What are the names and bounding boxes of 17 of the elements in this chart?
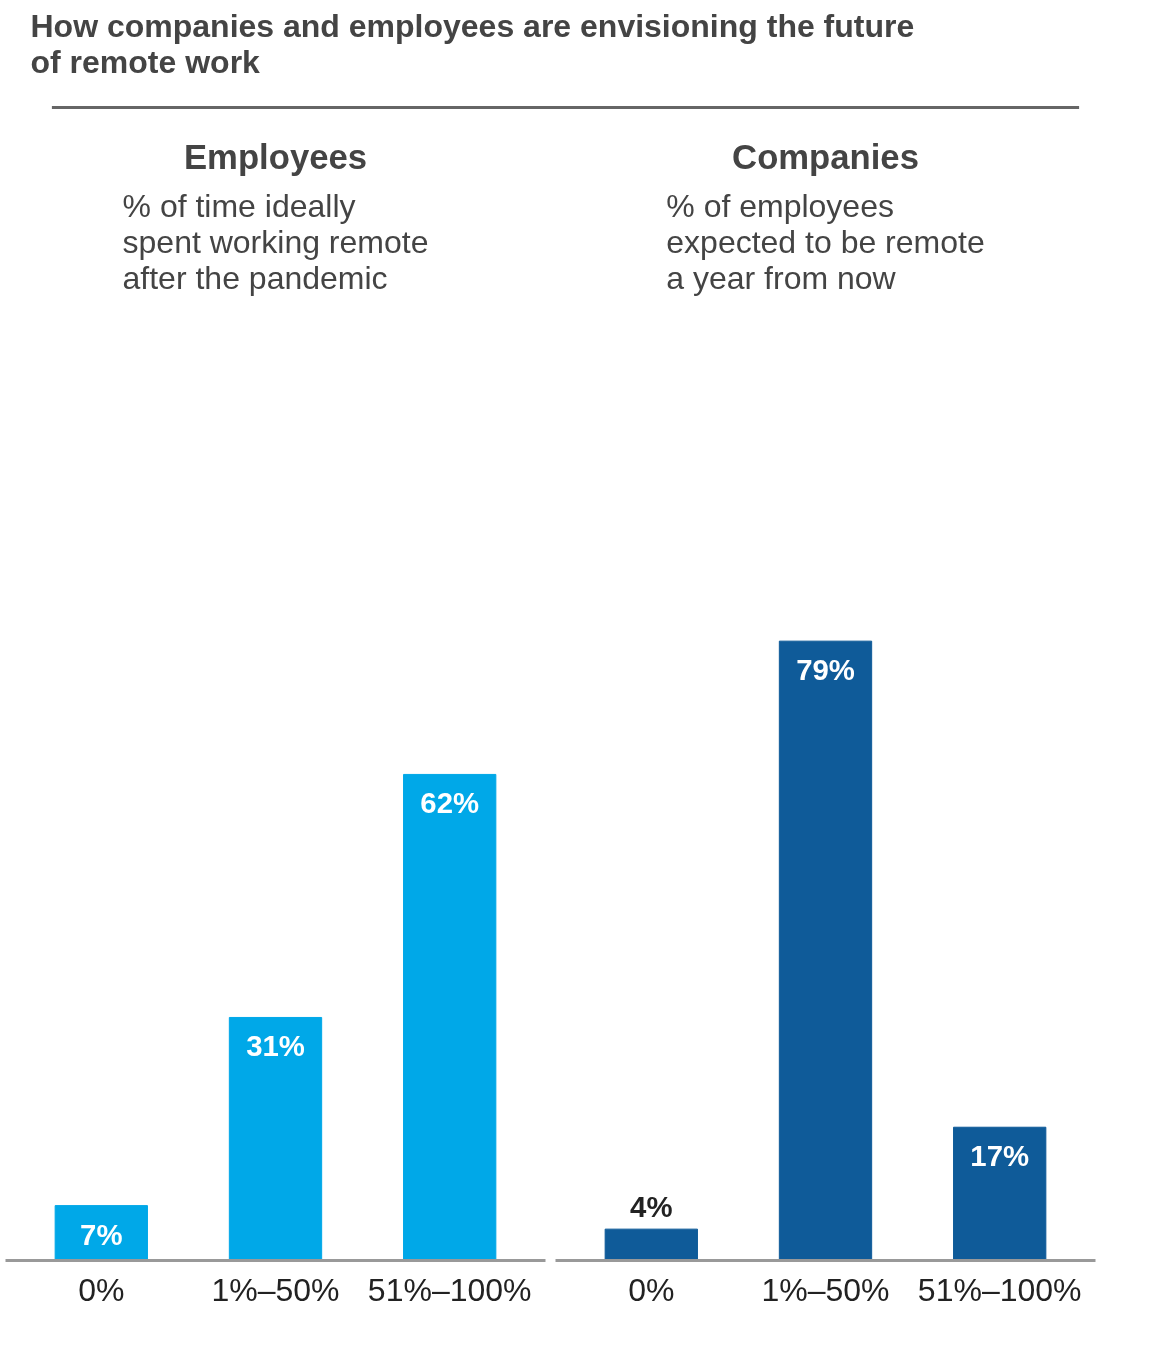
x-tick-label: 51%–100%	[367, 1271, 532, 1308]
data-label: 7%	[80, 1217, 123, 1251]
data-label: 31%	[246, 1029, 305, 1063]
chart-title: Companies	[732, 137, 919, 176]
data-label: 79%	[796, 653, 855, 687]
data-label: 17%	[970, 1139, 1030, 1173]
chart-subtitle: % of employees expected to be remote a year from now	[666, 187, 985, 296]
chart-title: Employees	[184, 137, 367, 176]
x-tick-label: 1%–50%	[211, 1271, 340, 1308]
chart-subtitle: % of time ideally spent working remote after the pandemic	[122, 187, 429, 296]
data-label: 4%	[630, 1190, 673, 1224]
text: How companies and employees are envisioning the future of remote work	[30, 7, 915, 80]
x-tick-label: 0%	[628, 1271, 675, 1308]
data-label: 62%	[420, 786, 480, 820]
x-tick-label: 1%–50%	[761, 1271, 890, 1308]
x-tick-label: 51%–100%	[917, 1271, 1082, 1308]
x-tick-label: 0%	[78, 1271, 125, 1308]
